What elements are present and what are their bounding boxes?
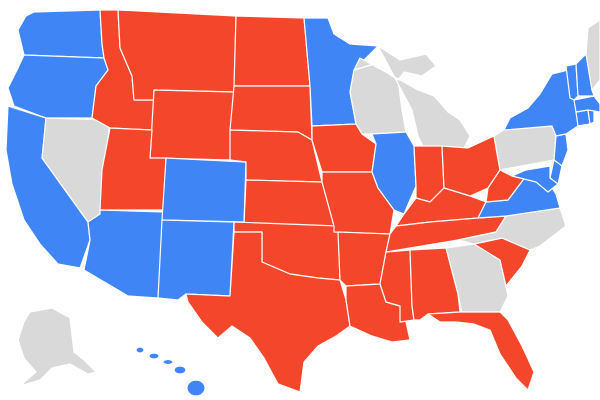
state-montana	[117, 9, 237, 101]
state-north-dakota	[233, 15, 311, 87]
state-washington	[17, 9, 105, 59]
hawaii-island-kauai	[135, 346, 145, 354]
state-wyoming	[149, 89, 235, 161]
state-new-jersey	[553, 133, 569, 167]
state-alaska	[17, 307, 97, 387]
state-texas	[185, 231, 351, 393]
hawaii-island-big-island	[186, 379, 206, 397]
state-kansas	[243, 179, 335, 227]
hawaii-island-oahu	[148, 352, 160, 360]
state-new-hampshire	[575, 53, 595, 97]
hawaii-island-molokai	[162, 358, 174, 366]
state-illinois	[371, 131, 417, 215]
state-maryland	[511, 165, 559, 193]
state-new-mexico	[157, 219, 235, 301]
state-florida	[427, 311, 535, 391]
state-north-carolina	[457, 207, 567, 251]
state-vermont	[565, 63, 579, 101]
state-maine	[585, 19, 600, 91]
state-colorado	[161, 157, 247, 223]
hawaii-island-maui	[173, 365, 187, 375]
state-hawaii	[135, 346, 206, 397]
